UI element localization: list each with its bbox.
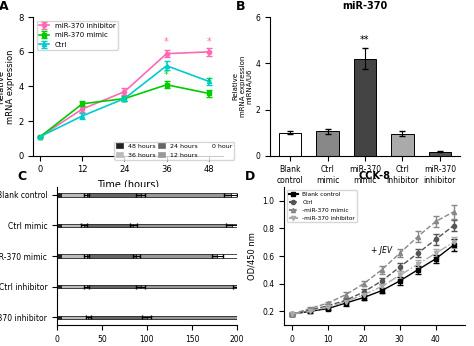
Text: *: * xyxy=(206,37,211,47)
Bar xyxy=(87,254,136,258)
Bar xyxy=(57,193,61,197)
Bar xyxy=(57,316,61,319)
Y-axis label: Relative
mRNA expression
miRNA/U6: Relative mRNA expression miRNA/U6 xyxy=(233,56,253,117)
Text: B: B xyxy=(236,0,246,13)
Bar xyxy=(61,224,84,227)
Bar xyxy=(279,133,301,156)
Bar xyxy=(61,316,88,319)
Bar xyxy=(61,285,87,288)
Bar xyxy=(57,285,61,288)
Legend: Blank control, Ctrl, -miR-370 mimic, -miR-370 inhibitor: Blank control, Ctrl, -miR-370 mimic, -mi… xyxy=(287,190,357,222)
Bar xyxy=(231,193,325,197)
Bar xyxy=(240,285,343,288)
Text: *: * xyxy=(164,70,169,80)
Bar xyxy=(61,254,87,258)
Bar xyxy=(133,224,232,227)
Bar xyxy=(87,193,141,197)
Title: CCK-8: CCK-8 xyxy=(358,171,391,181)
Bar xyxy=(84,224,133,227)
Text: + JEV: + JEV xyxy=(371,246,392,255)
Title: miR-370: miR-370 xyxy=(342,1,388,11)
Bar xyxy=(354,59,376,156)
Y-axis label: OD/450 nm: OD/450 nm xyxy=(248,232,257,280)
Bar xyxy=(232,224,336,227)
Bar xyxy=(57,224,61,227)
Bar xyxy=(316,131,339,156)
Text: *: * xyxy=(206,78,211,87)
Bar xyxy=(61,193,87,197)
Bar xyxy=(141,193,231,197)
Text: D: D xyxy=(245,170,255,183)
Text: *: * xyxy=(164,37,169,47)
Bar xyxy=(88,316,147,319)
Legend: 48 hours, 36 hours, 24 hours, 12 hours, 0 hour: 48 hours, 36 hours, 24 hours, 12 hours, … xyxy=(114,142,234,160)
Bar xyxy=(136,254,217,258)
Bar xyxy=(428,152,451,156)
Bar xyxy=(147,316,259,319)
Legend: miR-370 inhibitor, miR-370 mimic, Ctrl: miR-370 inhibitor, miR-370 mimic, Ctrl xyxy=(36,21,118,50)
Bar xyxy=(141,285,240,288)
Bar xyxy=(391,134,414,156)
Bar xyxy=(87,285,141,288)
X-axis label: Time (hours): Time (hours) xyxy=(97,180,159,190)
Text: A: A xyxy=(0,0,9,13)
Text: C: C xyxy=(17,170,27,183)
Y-axis label: Relative
mRNA expression: Relative mRNA expression xyxy=(0,49,15,124)
Bar xyxy=(217,254,303,258)
Bar xyxy=(259,316,376,319)
Bar xyxy=(57,254,61,258)
Text: **: ** xyxy=(360,35,370,45)
